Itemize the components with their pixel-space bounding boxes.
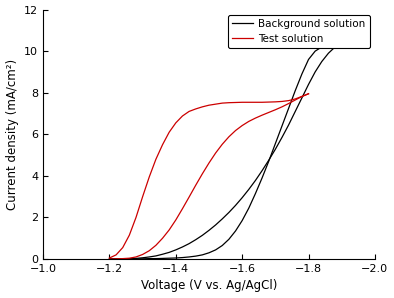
Test solution <box>227 101 231 105</box>
Test solution <box>107 256 112 260</box>
Test solution <box>280 100 284 103</box>
Test solution <box>246 100 251 104</box>
Test solution <box>200 105 205 109</box>
Line: Test solution: Test solution <box>110 94 309 258</box>
Background solution <box>246 206 251 210</box>
Background solution <box>260 176 264 180</box>
Background solution <box>280 124 284 128</box>
Background solution <box>293 89 297 92</box>
Test solution <box>140 195 145 198</box>
Test solution <box>187 110 191 113</box>
Background solution <box>333 44 337 47</box>
Test solution <box>299 95 304 98</box>
Test solution <box>220 101 225 105</box>
Background solution <box>180 256 185 259</box>
Background solution <box>154 257 158 260</box>
Test solution <box>134 216 138 219</box>
Test solution <box>154 157 158 161</box>
Test solution <box>127 233 132 237</box>
Test solution <box>173 121 178 125</box>
Test solution <box>167 131 171 134</box>
Background solution <box>213 248 218 252</box>
Background solution <box>313 49 318 53</box>
Test solution <box>147 175 152 179</box>
Test solution <box>253 100 258 104</box>
Background solution <box>266 159 271 163</box>
Background solution <box>306 58 311 61</box>
Background solution <box>114 257 119 261</box>
Legend: Background solution, Test solution: Background solution, Test solution <box>228 15 370 48</box>
Background solution <box>206 251 211 254</box>
Background solution <box>240 219 245 222</box>
Y-axis label: Current density (mA/cm²): Current density (mA/cm²) <box>6 59 19 210</box>
Test solution <box>213 102 218 106</box>
Background solution <box>320 45 324 49</box>
Background solution <box>173 256 178 260</box>
Background solution <box>107 257 112 261</box>
Test solution <box>206 103 211 107</box>
Background solution <box>220 244 225 247</box>
Background solution <box>193 254 198 258</box>
Test solution <box>260 100 264 104</box>
Background solution <box>227 238 231 241</box>
Line: Background solution: Background solution <box>110 45 342 259</box>
Background solution <box>120 257 125 261</box>
Background solution <box>140 257 145 261</box>
Test solution <box>286 99 291 103</box>
Test solution <box>160 143 165 147</box>
Test solution <box>180 114 185 118</box>
Test solution <box>273 100 278 104</box>
Background solution <box>233 229 238 233</box>
Background solution <box>273 142 278 145</box>
Test solution <box>233 101 238 104</box>
Background solution <box>339 43 344 47</box>
Background solution <box>299 72 304 76</box>
X-axis label: Voltage (V vs. Ag/AgCl): Voltage (V vs. Ag/AgCl) <box>141 280 277 292</box>
Test solution <box>240 100 245 104</box>
Background solution <box>134 257 138 261</box>
Background solution <box>253 192 258 195</box>
Test solution <box>120 246 125 249</box>
Test solution <box>114 253 119 257</box>
Background solution <box>187 255 191 259</box>
Test solution <box>193 107 198 111</box>
Background solution <box>167 256 171 260</box>
Background solution <box>147 257 152 260</box>
Test solution <box>266 100 271 104</box>
Background solution <box>286 106 291 110</box>
Background solution <box>326 44 331 48</box>
Test solution <box>293 97 297 101</box>
Background solution <box>127 257 132 261</box>
Test solution <box>306 92 311 96</box>
Background solution <box>200 253 205 257</box>
Background solution <box>160 257 165 260</box>
